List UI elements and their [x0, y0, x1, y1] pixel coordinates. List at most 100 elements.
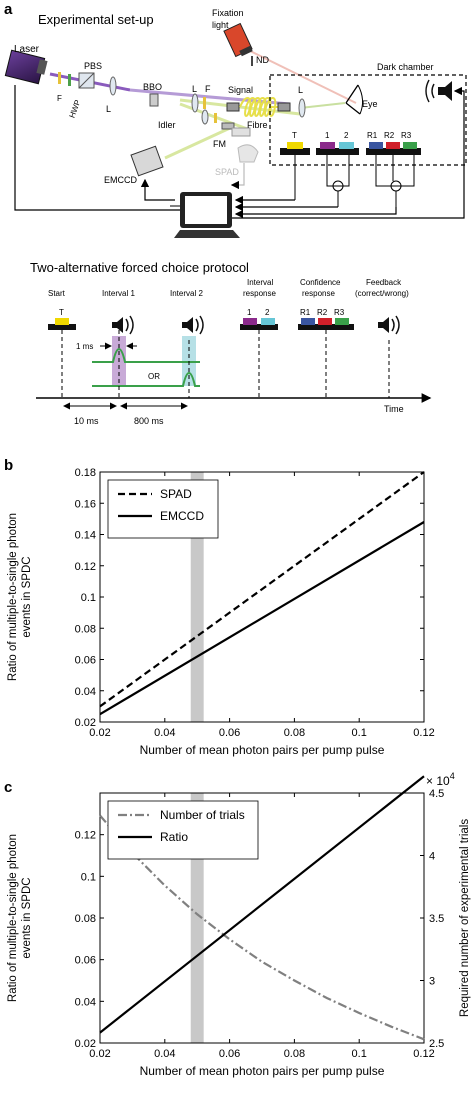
legend-box: [107, 800, 259, 860]
emccd-link: [140, 178, 175, 201]
y-axis-label: Ratio of multiple-to-single photon: [7, 513, 19, 681]
dark-chamber-label: Dark chamber: [377, 62, 434, 72]
fixation-light: Fixation light ND: [212, 8, 269, 66]
series-line-emccd: [99, 521, 425, 716]
signal-label: Signal: [228, 85, 253, 95]
y-tick-label: 0.06: [75, 955, 96, 967]
speaker-body: [112, 317, 123, 333]
x-tick-label: 0.04: [154, 1048, 175, 1060]
idler-to-emccd-beam: [164, 126, 231, 160]
y-right-axis-label: Required number of experimental trials: [459, 819, 471, 1017]
speaker-body: [378, 317, 389, 333]
exponent-base: × 10: [426, 774, 450, 788]
x-tick-label: 0.04: [154, 727, 175, 739]
protocol-feedback-2: (correct/wrong): [355, 289, 409, 298]
protocol-title: Two-alternative forced choice protocol: [30, 260, 249, 275]
fm-mount: [231, 127, 251, 137]
fixation-label-2: light: [212, 20, 229, 30]
x-axis-label: Number of mean photon pairs per pump pul…: [140, 1064, 385, 1078]
panel-a: a Experimental set-up Laser F HWP PBS L …: [4, 1, 467, 238]
x-tick-label: 0.06: [219, 727, 240, 739]
speaker-wave: [395, 315, 400, 335]
nd-filter: [251, 56, 253, 66]
fm-label: FM: [213, 139, 226, 149]
protocol-key-1: 1: [247, 308, 252, 317]
speaker-link: [232, 86, 465, 219]
dark-chamber: [269, 74, 467, 166]
legend: Number of trials Ratio: [107, 800, 259, 860]
fiber-coupler-out: [277, 102, 291, 112]
protocol-interval2-label: Interval 2: [170, 289, 203, 298]
protocol-feedback-1: Feedback: [366, 278, 402, 287]
legend-label: Ratio: [160, 830, 188, 844]
response-box-interval: 1 2: [316, 131, 359, 155]
panel-a-label: a: [4, 1, 13, 18]
protocol-start-key: T: [59, 308, 64, 317]
x-tick-label: 0.08: [284, 1048, 305, 1060]
protocol-or: OR: [148, 372, 160, 381]
pulse-trace-2: [92, 372, 200, 387]
x-tick-label: 0.08: [284, 727, 305, 739]
bbo-label: BBO: [143, 82, 162, 92]
filter-mid: [203, 97, 206, 109]
idler-label: Idler: [158, 120, 176, 130]
speaker-wave: [391, 318, 395, 332]
protocol-interval-response-1: Interval: [247, 278, 273, 287]
x-tick-label: 0.02: [89, 727, 110, 739]
protocol-interval-response-2: response: [243, 289, 276, 298]
speaker-icon-interval2: [182, 315, 204, 335]
button-t-label: T: [292, 131, 297, 140]
legend-label: SPAD: [160, 487, 192, 501]
computer-icon: [174, 192, 240, 238]
protocol-key-r1: R1: [300, 308, 311, 317]
protocol-key-2: 2: [265, 308, 270, 317]
panel-c: c 0.02 0.04 0.06 0.08 0.1 0.120.020.040.060.0…: [4, 771, 471, 1078]
emccd-camera: EMCCD: [104, 145, 164, 185]
protocol-key-r2: R2: [317, 308, 328, 317]
filter-f-left: [58, 72, 61, 84]
lens-idler: [201, 109, 209, 125]
x-tick-label: 0.12: [413, 727, 434, 739]
y-tick-label: 0.18: [75, 467, 96, 479]
panel-b: b 0.02 0.04 0.06 0.08 0.1 0.120.020.040.060.0…: [4, 457, 435, 757]
speaker-icon: [425, 79, 452, 103]
y-tick-label: 0.08: [75, 913, 96, 925]
panel-a-title: Experimental set-up: [38, 12, 154, 27]
y-axis-label: events in SPDC: [21, 556, 33, 637]
flip-mirror: [221, 122, 235, 130]
y-tick-label: 0.14: [75, 530, 96, 542]
y-right-tick-label: 2.5: [429, 1038, 444, 1050]
y-tick-label: 0.1: [81, 592, 96, 604]
legend-box: [107, 479, 219, 539]
filter-idler: [214, 113, 217, 123]
f-mid-label: F: [205, 84, 211, 94]
x-tick-label: 0.1: [352, 1048, 367, 1060]
y-right-tick-label: 4.5: [429, 788, 444, 800]
y-tick-label: 0.12: [75, 830, 96, 842]
response-box-confidence: R1 R2 R3: [366, 131, 421, 155]
legend-label: EMCCD: [160, 509, 204, 523]
y-tick-label: 0.02: [75, 1038, 96, 1050]
series-line-number-of-trials: [99, 814, 425, 1041]
fibre-coil: [239, 97, 278, 117]
emccd-label: EMCCD: [104, 175, 137, 185]
y-tick-label: 0.04: [75, 686, 96, 698]
laser: Laser: [4, 44, 48, 85]
protocol-interval1-label: Interval 1: [102, 289, 135, 298]
x-axis-label: Number of mean photon pairs per pump pul…: [140, 743, 385, 757]
x-tick-label: 0.12: [413, 1048, 434, 1060]
y-axis-label: Ratio of multiple-to-single photon: [7, 834, 19, 1002]
x-tick-label: 0.1: [352, 727, 367, 739]
protocol-start-label: Start: [48, 289, 66, 298]
y-tick-label: 0.04: [75, 996, 96, 1008]
l-left-label: L: [106, 104, 111, 114]
exponent-label: × 104: [426, 771, 455, 788]
fibre-label: Fibre: [247, 120, 268, 130]
panel-c-label: c: [4, 779, 12, 796]
hwp-label: HWP: [68, 99, 83, 120]
lens-left: [109, 76, 117, 96]
protocol-key-r3: R3: [334, 308, 345, 317]
response-box-t: T: [280, 131, 310, 155]
button-1-label: 1: [325, 131, 330, 140]
y-tick-label: 0.08: [75, 623, 96, 635]
